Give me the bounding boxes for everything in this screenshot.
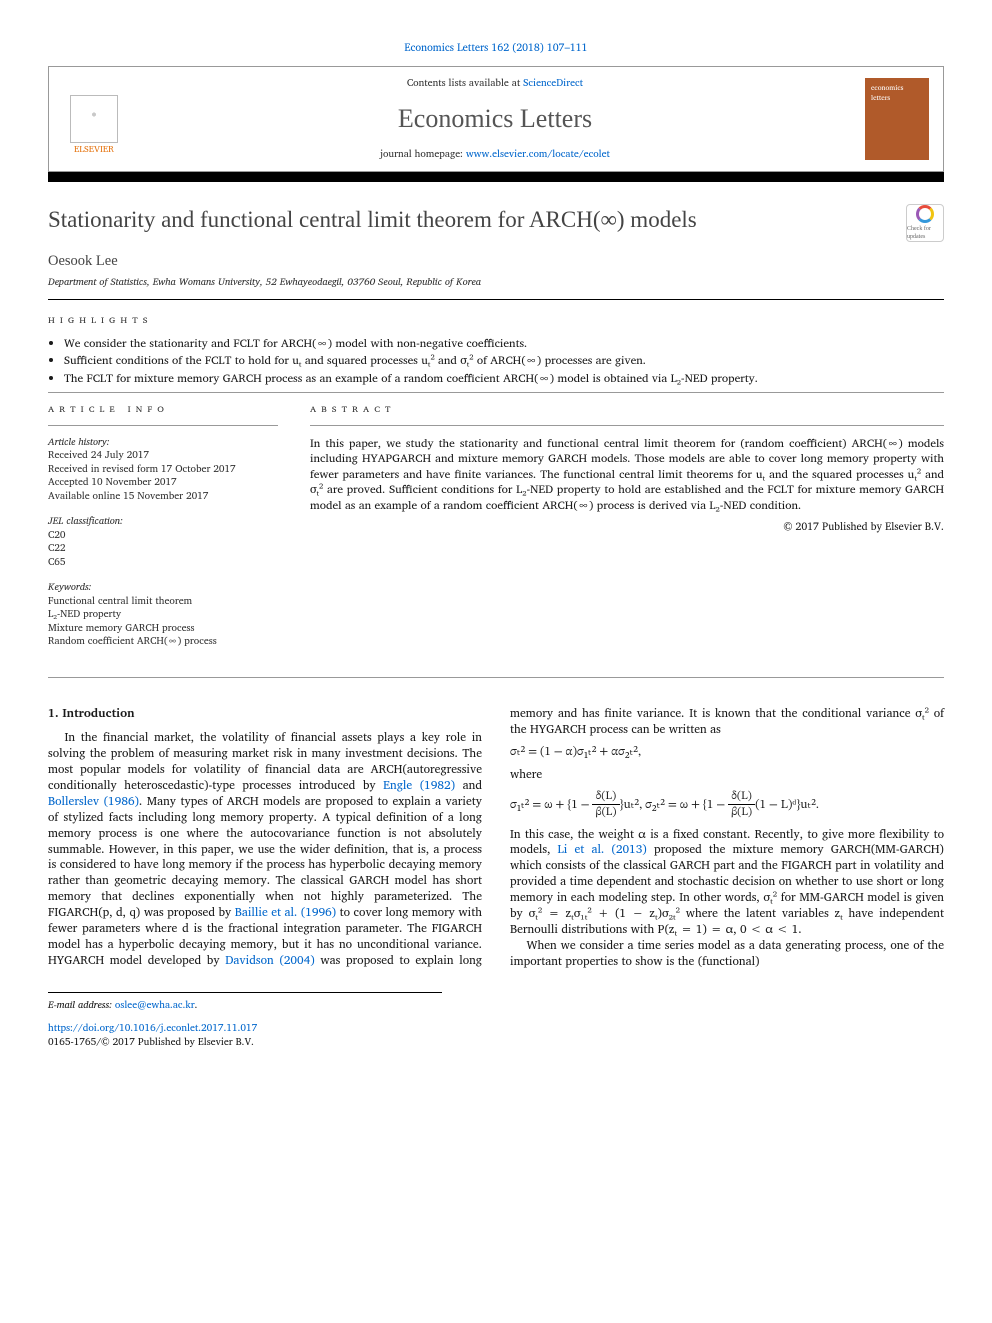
journal-cover-thumb: economics letters	[865, 78, 929, 160]
section-heading: 1. Introduction	[48, 706, 482, 722]
body-span: where	[510, 767, 944, 783]
citation-link[interactable]: Davidson (2004)	[225, 951, 315, 970]
jel-label: JEL classification:	[48, 515, 278, 529]
footer-copyright: 0165-1765/© 2017 Published by Elsevier B…	[48, 1036, 442, 1050]
equation: σₜ² = (1 − α)σ₁ₜ² + ασ₂ₜ²,	[510, 744, 944, 761]
eq-num: δ(L)	[728, 789, 755, 806]
highlights-heading: highlights	[48, 314, 944, 328]
article-info-heading: article info	[48, 403, 278, 417]
contents-line: Contents lists available at ScienceDirec…	[143, 77, 847, 91]
rule	[310, 425, 944, 426]
history-item: Available online 15 November 2017	[48, 490, 278, 504]
highlight-item: Sufficient conditions of the FCLT to hol…	[64, 353, 944, 369]
publisher-name: ELSEVIER	[74, 143, 114, 155]
rule	[48, 392, 944, 393]
author-affiliation: Department of Statistics, Ewha Womans Un…	[48, 276, 944, 290]
highlight-item: We consider the stationarity and FCLT fo…	[64, 336, 944, 352]
journal-name: Economics Letters	[143, 101, 847, 136]
eq-span: (1 − L)ᵈ}uₜ².	[755, 797, 819, 810]
elsevier-tree-icon	[70, 95, 118, 143]
email-link[interactable]: oslee@ewha.ac.kr	[115, 997, 195, 1013]
eq-span: σ₁ₜ² = ω + {1 −	[510, 797, 592, 810]
crossmark-badge[interactable]: Check for updates	[906, 204, 944, 242]
email-suffix: .	[195, 997, 198, 1013]
homepage-prefix: journal homepage:	[380, 146, 466, 162]
rule	[48, 677, 944, 678]
highlights-section: highlights We consider the stationarity …	[48, 314, 944, 386]
page-footer: E-mail address: oslee@ewha.ac.kr. https:…	[48, 992, 442, 1050]
highlight-item: The FCLT for mixture memory GARCH proces…	[64, 371, 944, 387]
eq-den: β(L)	[728, 805, 755, 821]
journal-masthead: ELSEVIER Contents lists available at Sci…	[48, 66, 944, 172]
contents-prefix: Contents lists available at	[407, 75, 523, 91]
abstract-column: abstract In this paper, we study the sta…	[310, 403, 944, 661]
journal-homepage-link[interactable]: www.elsevier.com/locate/ecolet	[466, 146, 610, 162]
jel-code: C22	[48, 542, 278, 556]
equation: σ₁ₜ² = ω + {1 − δ(L)β(L)}uₜ², σ₂ₜ² = ω +…	[510, 789, 944, 821]
keyword: Random coefficient ARCH(∞) process	[48, 635, 278, 649]
abstract-heading: abstract	[310, 403, 944, 417]
sciencedirect-link[interactable]: ScienceDirect	[523, 75, 583, 91]
article-title: Stationarity and functional central limi…	[48, 204, 697, 235]
abstract-copyright: © 2017 Published by Elsevier B.V.	[310, 519, 944, 533]
rule	[48, 299, 944, 300]
eq-num: δ(L)	[592, 789, 619, 806]
cover-title-2: letters	[871, 94, 890, 103]
article-info-column: article info Article history: Received 2…	[48, 403, 278, 661]
eq-span: }uₜ², σ₂ₜ² = ω + {1 −	[620, 797, 729, 810]
masthead-divider	[48, 172, 944, 182]
body-span: When we consider a time series model as …	[510, 938, 944, 970]
jel-code: C65	[48, 556, 278, 570]
body-text: 1. Introduction In the financial market,…	[48, 706, 944, 970]
homepage-line: journal homepage: www.elsevier.com/locat…	[143, 148, 847, 162]
correspondence-email: E-mail address: oslee@ewha.ac.kr.	[48, 999, 442, 1013]
email-label: E-mail address:	[48, 997, 115, 1013]
running-citation: Economics Letters 162 (2018) 107–111	[48, 40, 944, 54]
author-name: Oesook Lee	[48, 252, 944, 272]
crossmark-label: Check for updates	[907, 225, 943, 241]
abstract-text: In this paper, we study the stationarity…	[310, 436, 944, 514]
publisher-logo: ELSEVIER	[63, 83, 125, 155]
eq-den: β(L)	[592, 805, 619, 821]
jel-code: C20	[48, 529, 278, 543]
crossmark-icon	[916, 205, 934, 223]
rule	[48, 425, 278, 426]
